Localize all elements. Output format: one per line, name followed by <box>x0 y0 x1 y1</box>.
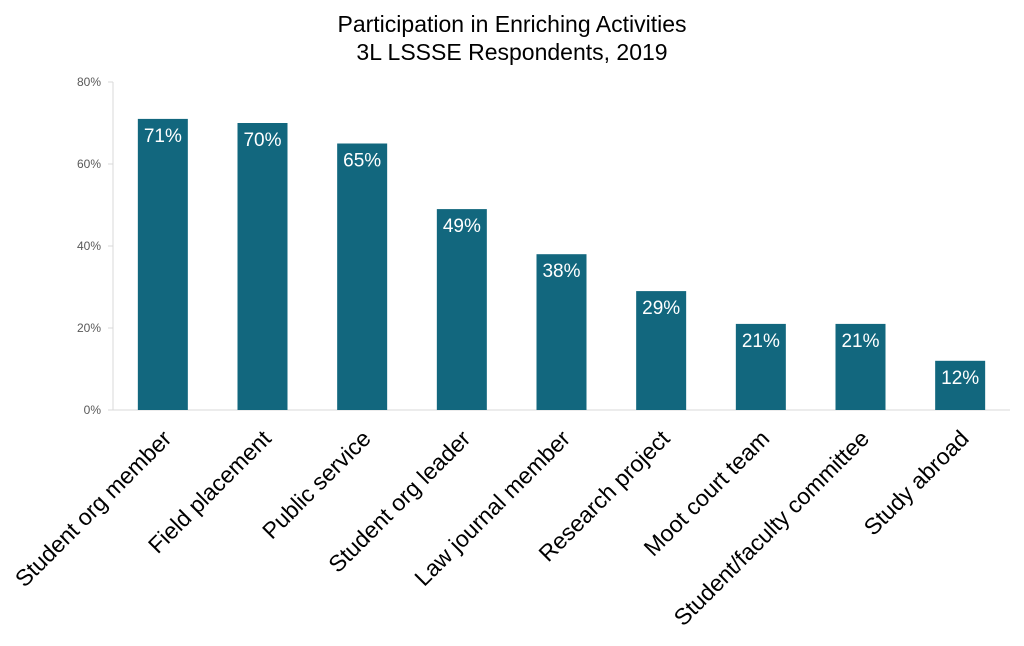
chart-title: Participation in Enriching Activities <box>337 11 687 37</box>
category-label: Study abroad <box>859 425 974 540</box>
bar-data-label: 38% <box>542 261 580 282</box>
bar-data-label: 65% <box>343 151 381 172</box>
category-label: Student org member <box>10 425 177 592</box>
bar-data-label: 12% <box>941 368 979 389</box>
bar <box>735 323 786 410</box>
y-tick-label: 60% <box>77 157 101 171</box>
y-tick-label: 0% <box>84 403 102 417</box>
bar-data-label: 29% <box>642 298 680 319</box>
bar-data-label: 21% <box>742 331 780 352</box>
bar <box>935 360 986 410</box>
category-label: Student/faculty committee <box>669 425 875 631</box>
bar-data-label: 71% <box>144 126 182 147</box>
bar <box>835 323 886 410</box>
bar-data-label: 49% <box>443 216 481 237</box>
bar <box>636 291 687 410</box>
bar <box>536 254 587 410</box>
bar-data-labels: 71% 70% 65% 49% 38% 29% 21% 21% 12% <box>144 126 979 389</box>
y-tick-label: 20% <box>77 321 101 335</box>
bar <box>337 143 388 410</box>
chart-subtitle: 3L LSSSE Respondents, 2019 <box>356 39 668 65</box>
bar <box>436 209 487 410</box>
bar <box>137 118 188 411</box>
y-tick-labels: 0% 20% 40% 60% 80% <box>77 75 113 417</box>
y-tick-label: 40% <box>77 239 101 253</box>
bars <box>137 118 986 411</box>
bar <box>237 123 288 410</box>
y-tick-label: 80% <box>77 75 101 89</box>
bar-data-label: 70% <box>243 130 281 151</box>
bar-data-label: 21% <box>841 331 879 352</box>
